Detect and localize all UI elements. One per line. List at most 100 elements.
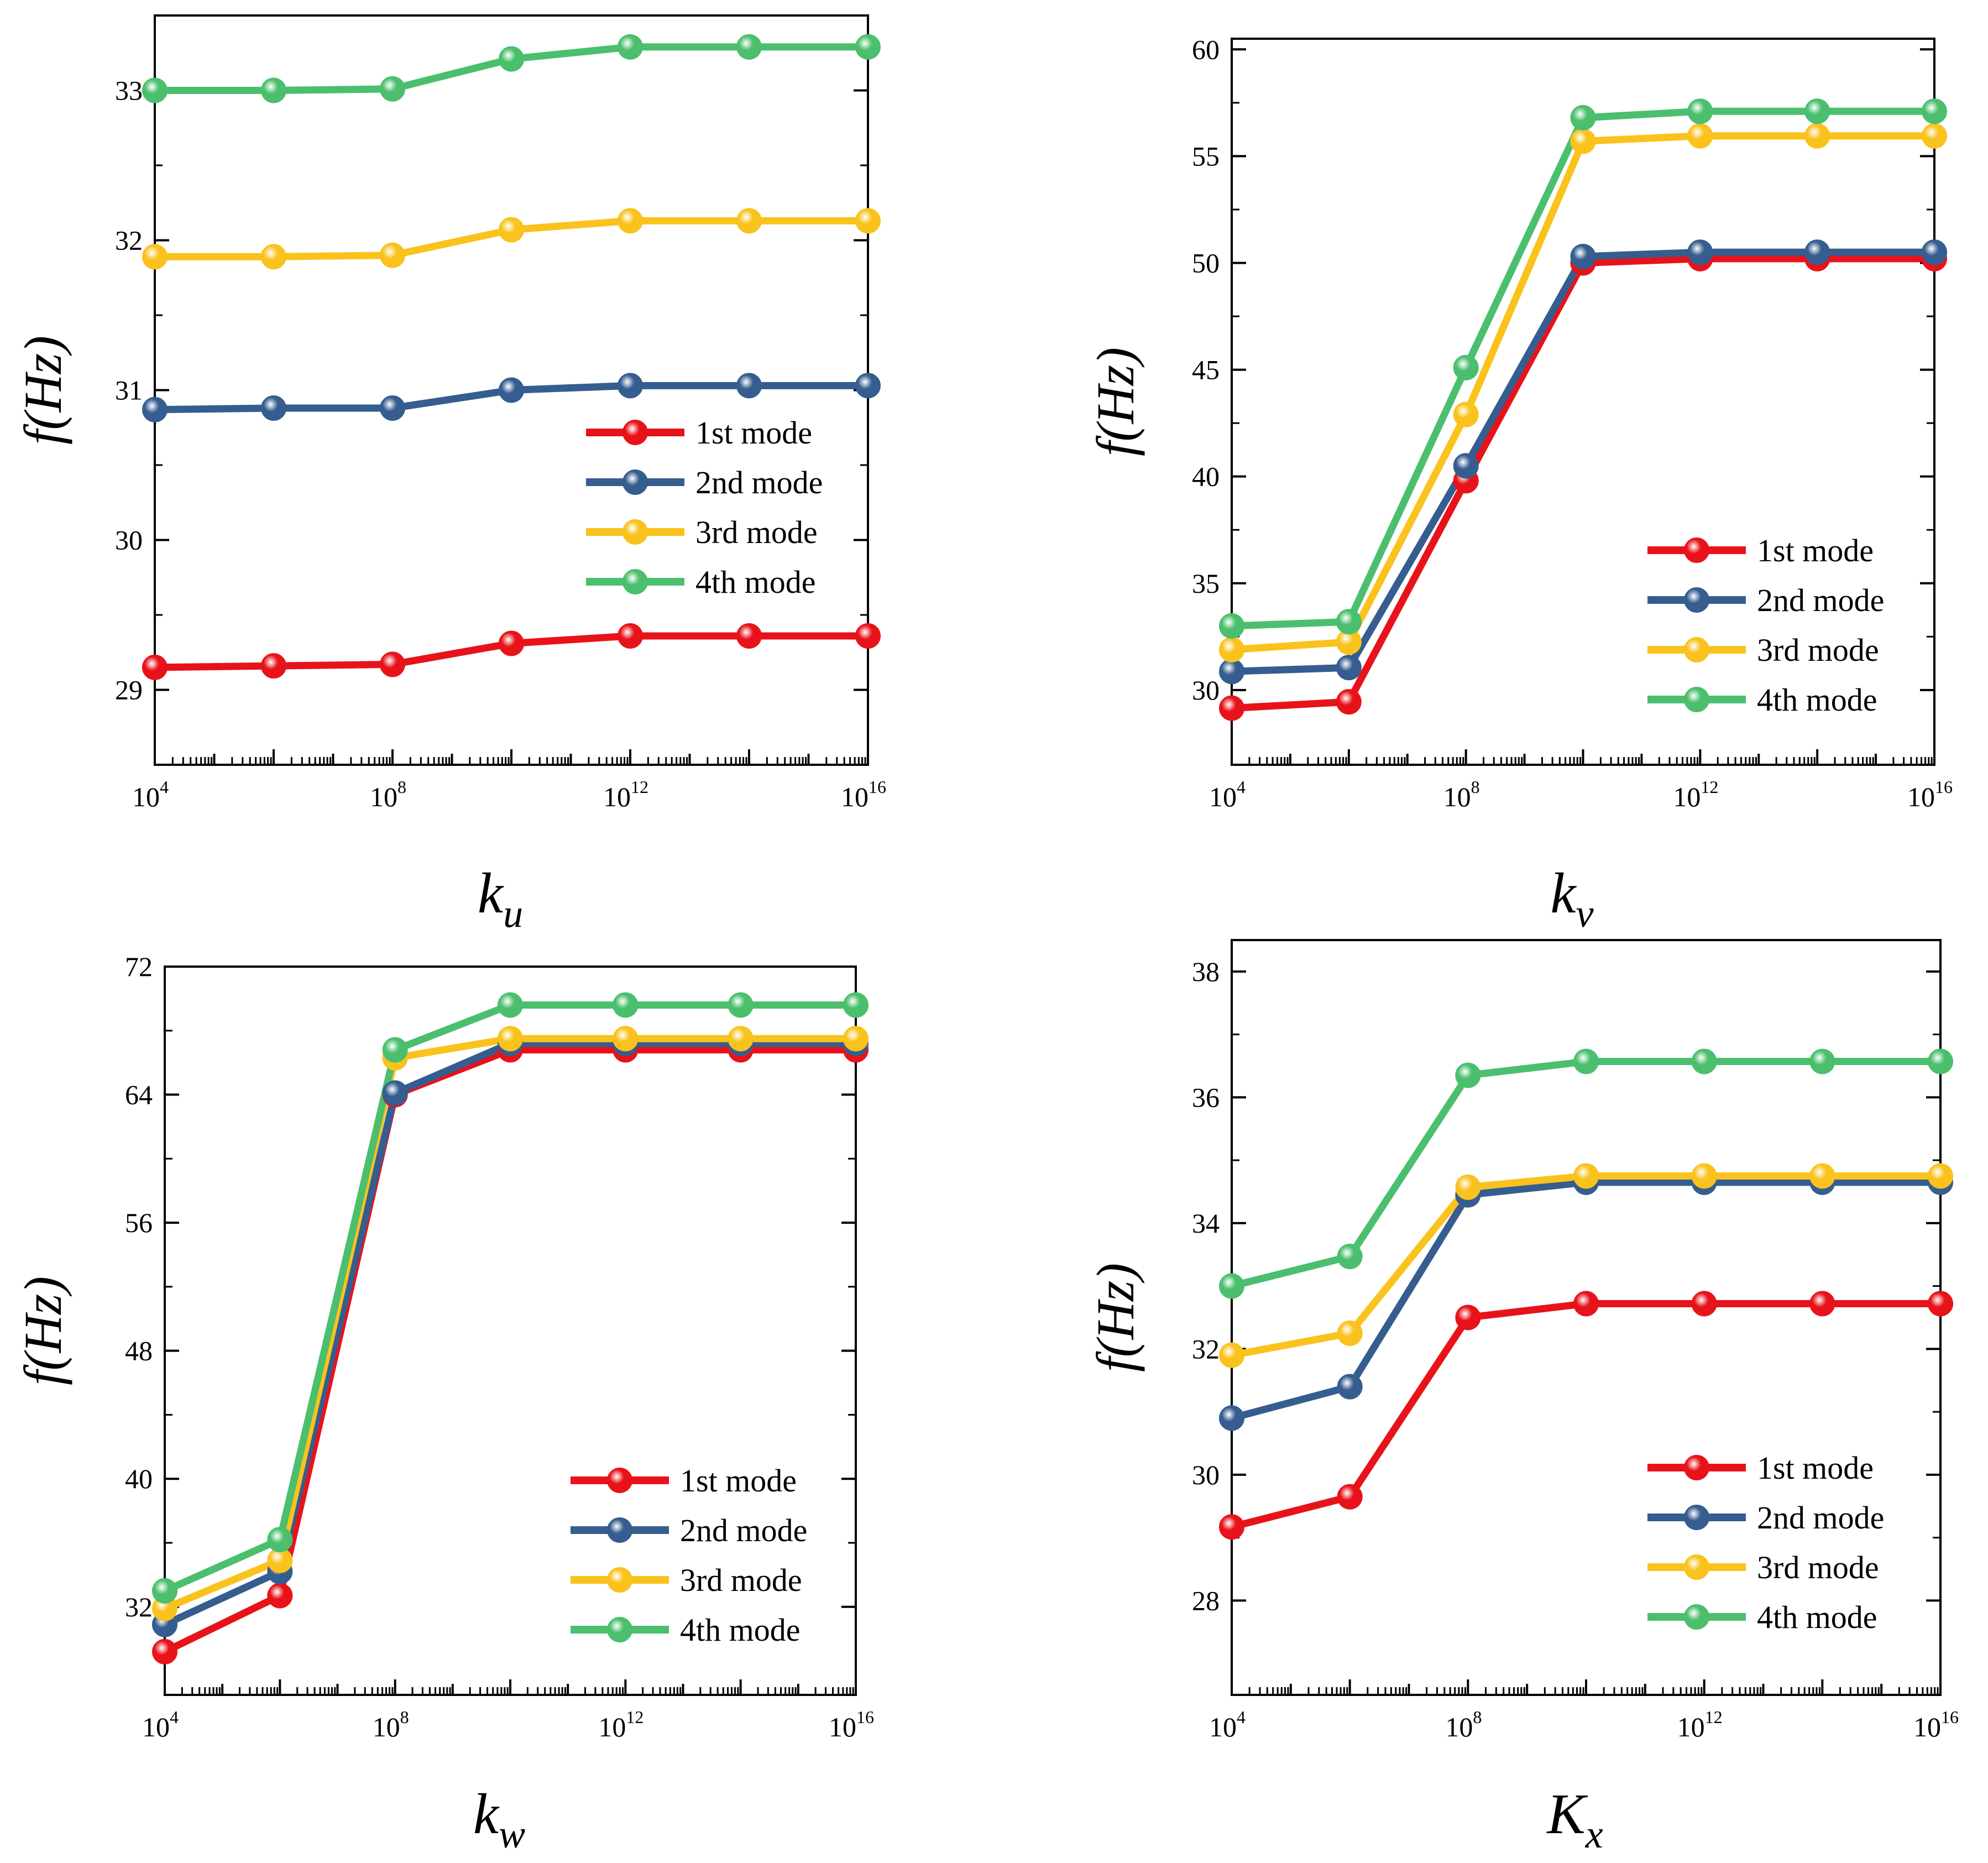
x-tick-label: 104 <box>1209 1707 1246 1742</box>
data-point-mode-1 <box>142 654 168 680</box>
data-point-mode-3 <box>1219 1342 1244 1368</box>
data-point-mode-4 <box>1453 354 1479 380</box>
data-point-mode-2 <box>1219 1405 1244 1431</box>
data-point-mode-1 <box>1219 695 1244 721</box>
legend-label-mode-2: 2nd mode <box>680 1512 807 1548</box>
data-point-mode-3 <box>1687 123 1713 149</box>
data-point-mode-3 <box>1219 636 1244 662</box>
x-tick-base: 10 <box>829 1711 856 1742</box>
data-point-mode-4 <box>613 992 639 1018</box>
data-point-mode-1 <box>1337 1484 1363 1510</box>
data-point-mode-1 <box>1809 1291 1835 1317</box>
data-point-mode-4 <box>1928 1048 1953 1074</box>
x-tick-exponent: 12 <box>1701 777 1718 797</box>
data-point-mode-2 <box>261 395 286 421</box>
y-tick-label: 40 <box>125 1463 153 1494</box>
data-point-mode-2 <box>1337 1374 1363 1400</box>
data-point-mode-2 <box>618 373 643 399</box>
data-point-mode-2 <box>1570 243 1596 269</box>
data-point-mode-3 <box>1691 1163 1717 1189</box>
legend-marker-mode-2 <box>622 469 648 495</box>
y-tick-label: 50 <box>1192 247 1220 278</box>
data-point-mode-4 <box>380 76 405 102</box>
data-point-mode-1 <box>736 623 762 649</box>
y-tick-label: 32 <box>1192 1333 1220 1364</box>
data-point-mode-3 <box>498 1026 523 1052</box>
y-tick-label: 28 <box>1192 1585 1220 1616</box>
data-point-mode-3 <box>613 1026 639 1052</box>
x-tick-base: 10 <box>598 1711 626 1742</box>
data-point-mode-3 <box>1453 401 1479 427</box>
data-point-mode-2 <box>1804 239 1830 265</box>
data-point-mode-4 <box>1804 98 1830 124</box>
x-tick-exponent: 12 <box>626 1707 644 1727</box>
data-point-mode-4 <box>152 1578 177 1604</box>
legend-marker-mode-1 <box>607 1468 632 1493</box>
data-point-mode-1 <box>499 630 524 656</box>
x-tick-label: 108 <box>1445 1707 1482 1742</box>
data-point-mode-4 <box>1570 105 1596 131</box>
series-line-mode-4 <box>161 1001 860 1595</box>
x-axis-title-sub: w <box>499 1812 525 1856</box>
y-axis-title: f(Hz) <box>13 1276 72 1385</box>
x-axis-title-main: k <box>473 1782 500 1846</box>
legend-marker-mode-4 <box>1684 1604 1709 1630</box>
data-point-mode-3 <box>380 242 405 268</box>
y-tick-label: 33 <box>115 75 143 106</box>
x-tick-base: 10 <box>1913 1711 1941 1742</box>
legend-label-mode-1: 1st mode <box>1757 1450 1874 1486</box>
legend-label-mode-1: 1st mode <box>695 415 812 451</box>
data-point-mode-3 <box>736 208 762 234</box>
legend-label-mode-3: 3rd mode <box>680 1562 802 1598</box>
x-tick-base: 10 <box>841 781 869 812</box>
data-point-mode-1 <box>380 651 405 677</box>
y-tick-label: 60 <box>1192 34 1220 65</box>
data-point-mode-3 <box>1928 1163 1953 1189</box>
data-point-mode-1 <box>261 653 286 679</box>
x-tick-label: 1012 <box>1673 777 1718 812</box>
series-line-mode-3 <box>1228 132 1938 654</box>
legend-marker-mode-1 <box>622 420 648 445</box>
data-point-mode-1 <box>1219 1514 1244 1540</box>
x-tick-base: 10 <box>142 1711 170 1742</box>
x-tick-base: 10 <box>373 1711 400 1742</box>
x-tick-label: 108 <box>370 777 406 812</box>
x-tick-exponent: 8 <box>1471 777 1480 797</box>
data-point-mode-2 <box>1922 239 1947 265</box>
data-point-mode-4 <box>1337 1244 1363 1270</box>
data-point-mode-3 <box>618 208 643 234</box>
legend-label-mode-4: 4th mode <box>1757 682 1877 718</box>
data-point-mode-1 <box>1455 1304 1481 1330</box>
x-axis-title-sub: v <box>1576 891 1594 936</box>
data-point-mode-3 <box>843 1026 869 1052</box>
x-tick-base: 10 <box>370 781 397 812</box>
legend-label-mode-1: 1st mode <box>680 1463 797 1499</box>
data-point-mode-1 <box>1573 1291 1599 1317</box>
y-tick-label: 45 <box>1192 354 1220 385</box>
x-tick-base: 10 <box>1673 781 1701 812</box>
legend-label-mode-2: 2nd mode <box>695 465 823 500</box>
x-tick-exponent: 12 <box>1705 1707 1723 1727</box>
y-tick-label: 29 <box>115 675 143 706</box>
x-tick-label: 1016 <box>1907 777 1953 812</box>
data-point-mode-2 <box>382 1080 408 1106</box>
data-point-mode-2 <box>380 395 405 421</box>
y-tick-label: 34 <box>1192 1208 1220 1239</box>
data-point-mode-4 <box>736 34 762 60</box>
y-tick-label: 64 <box>125 1079 153 1110</box>
x-tick-exponent: 4 <box>1237 777 1246 797</box>
data-point-mode-1 <box>1691 1291 1717 1317</box>
data-point-mode-4 <box>1219 613 1244 639</box>
legend-marker-mode-3 <box>1684 637 1709 662</box>
data-point-mode-1 <box>1928 1291 1953 1317</box>
data-point-mode-3 <box>1804 123 1830 149</box>
y-tick-label: 40 <box>1192 461 1220 492</box>
x-tick-label: 1012 <box>598 1707 644 1742</box>
legend-label-mode-2: 2nd mode <box>1757 582 1884 618</box>
data-point-mode-4 <box>1455 1062 1481 1088</box>
legend-marker-mode-4 <box>622 569 648 594</box>
data-point-mode-3 <box>1455 1175 1481 1201</box>
data-point-mode-4 <box>855 34 881 60</box>
data-point-mode-3 <box>1809 1163 1835 1189</box>
